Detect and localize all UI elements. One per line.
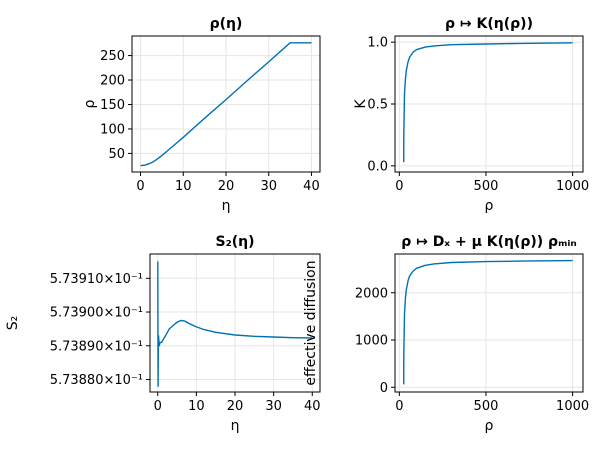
x-tick-label: 40: [304, 399, 321, 414]
series-line: [157, 261, 313, 387]
x-axis-label: ρ: [485, 418, 494, 434]
y-axis-label: K: [353, 99, 369, 109]
y-tick-label: 5.73900×10⁻¹: [50, 306, 143, 321]
y-tick-label: 5.73880×10⁻¹: [50, 373, 143, 388]
x-tick-label: 0: [395, 179, 403, 194]
chart-panel-2: 0 500 1000 0.0 0.5 1.0 ρ ↦ K(η(ρ)) ρ K: [353, 16, 589, 214]
series-line: [403, 42, 573, 163]
x-axis-label: η: [231, 418, 240, 434]
plot-frame: [394, 253, 584, 393]
x-tick-label: 10: [175, 179, 192, 194]
y-axis-label: S₂: [5, 316, 21, 331]
y-tick-label: 2000: [355, 286, 388, 301]
y-tick-label: 50: [108, 147, 125, 162]
x-tick-label: 500: [474, 179, 499, 194]
series-line: [403, 259, 573, 385]
chart-panel-1: 0 10 20 30 40 50 100 150 200 250 ρ(η) η ρ: [82, 16, 321, 214]
y-tick-label: 100: [100, 122, 125, 137]
x-tick-label: 0: [154, 399, 162, 414]
y-tick-label: 0: [380, 381, 388, 396]
y-axis-label: effective diffusion: [303, 260, 319, 385]
x-tick-label: 30: [260, 179, 277, 194]
chart-panel-3: 0 10 20 30 40 5.73880×10⁻¹ 5.73890×10⁻¹ 5.73900…: [5, 234, 321, 434]
chart-title: ρ ↦ Dₓ + μ K(η(ρ)) ρₘᵢₙ: [401, 234, 577, 250]
series-line: [140, 42, 312, 167]
x-axis-label: ρ: [485, 198, 494, 214]
x-tick-label: 1000: [556, 399, 589, 414]
y-tick-label: 1000: [355, 334, 388, 349]
x-tick-label: 0: [395, 399, 403, 414]
y-tick-label: 200: [100, 74, 125, 89]
x-tick-label: 1000: [556, 179, 589, 194]
x-tick-label: 30: [265, 399, 282, 414]
x-axis-label: η: [222, 198, 231, 214]
x-tick-label: 20: [227, 399, 244, 414]
y-tick-label: 5.73890×10⁻¹: [50, 339, 143, 354]
y-tick-label: 250: [100, 49, 125, 64]
x-tick-label: 10: [188, 399, 205, 414]
y-tick-label: 1.0: [367, 36, 388, 51]
y-tick-label: 0.0: [367, 159, 388, 174]
y-tick-label: 150: [100, 98, 125, 113]
x-tick-label: 500: [474, 399, 499, 414]
chart-title: S₂(η): [216, 234, 255, 250]
chart-panel-4: 0 500 1000 0 1000 2000 ρ ↦ Dₓ + μ K(η(ρ)) ρₘᵢₙ…: [303, 234, 589, 434]
y-axis-label: ρ: [82, 99, 98, 108]
y-tick-label: 0.5: [367, 98, 388, 113]
chart-title: ρ(η): [210, 16, 243, 32]
y-tick-label: 5.73910×10⁻¹: [50, 272, 143, 287]
x-tick-label: 40: [303, 179, 320, 194]
x-tick-label: 0: [136, 179, 144, 194]
chart-title: ρ ↦ K(η(ρ)): [445, 16, 533, 32]
x-tick-label: 20: [218, 179, 235, 194]
